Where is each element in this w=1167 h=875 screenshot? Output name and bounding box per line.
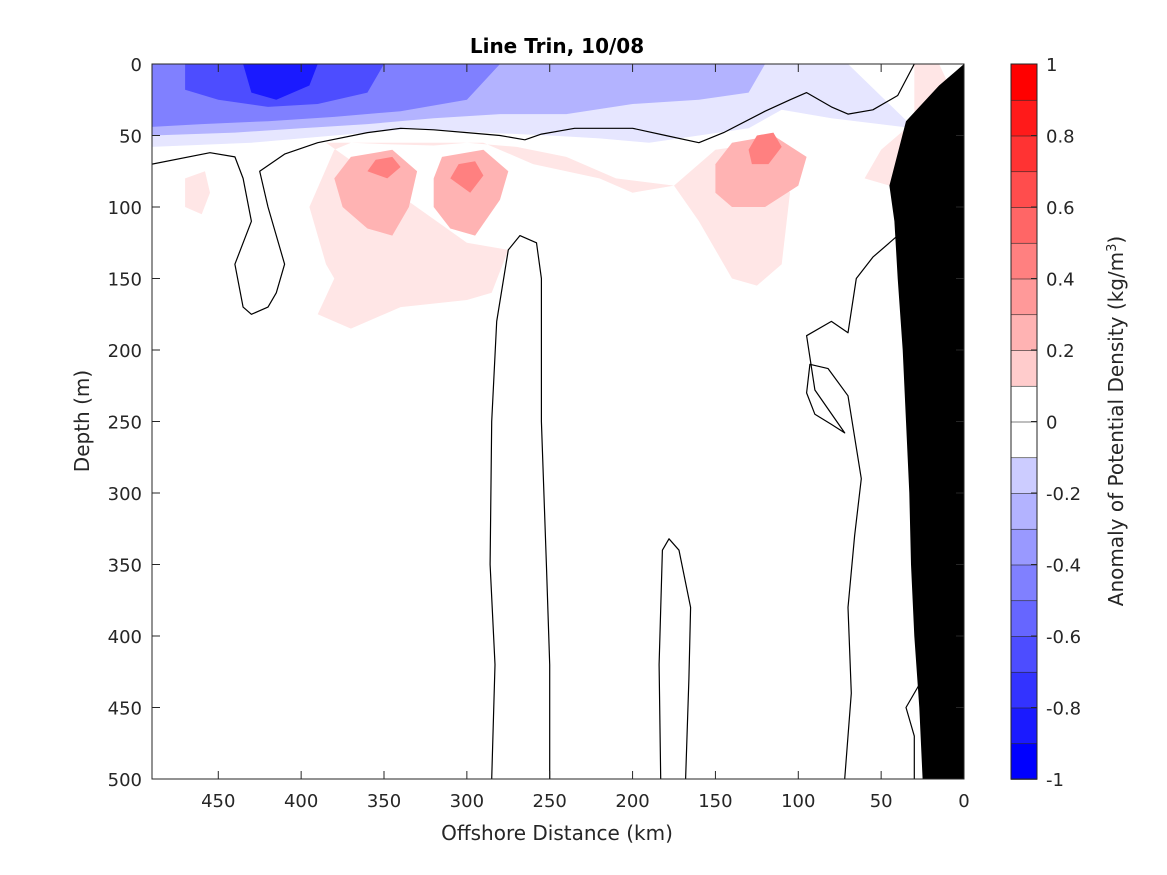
colorbar-band xyxy=(1010,349,1038,387)
y-axis-label: Depth (m) xyxy=(70,370,94,472)
y-tick-label: 450 xyxy=(108,699,142,720)
y-tick-label: 400 xyxy=(108,627,142,648)
colorbar-band xyxy=(1010,456,1038,494)
colorbar-band xyxy=(1010,170,1038,208)
x-tick-label: 350 xyxy=(367,791,401,812)
y-tick-label: 50 xyxy=(119,127,142,148)
colorbar-band xyxy=(1010,135,1038,173)
x-tick-label: 200 xyxy=(615,791,649,812)
x-tick-label: 450 xyxy=(201,791,235,812)
colorbar-tick-label: -0.6 xyxy=(1046,627,1081,648)
colorbar-band xyxy=(1010,63,1038,101)
x-tick-label: 100 xyxy=(781,791,815,812)
x-tick-label: 50 xyxy=(870,791,893,812)
colorbar-tick-label: -0.8 xyxy=(1046,699,1081,720)
contour-fill-positive-core-130 xyxy=(715,135,807,207)
y-axis: 0 50 100 150 200 250 300 350 400 450 500 xyxy=(108,55,964,791)
contour-fill-positive-core-300 xyxy=(433,149,509,236)
plot-area xyxy=(152,64,964,779)
colorbar-band xyxy=(1010,421,1038,459)
colorbar-band xyxy=(1010,99,1038,137)
colorbar-label-superscript: 3 xyxy=(1105,244,1120,252)
y-tick-label: 200 xyxy=(108,341,142,362)
x-axis: 450 400 350 300 250 200 150 100 50 0 xyxy=(201,64,970,812)
contour-fill-positive-peak-130 xyxy=(748,132,782,165)
colorbar-band xyxy=(1010,385,1038,423)
colorbar-band xyxy=(1010,528,1038,566)
colorbar-band xyxy=(1010,242,1038,280)
colorbar-band xyxy=(1010,313,1038,351)
colorbar-band xyxy=(1010,707,1038,745)
chart-title: Line Trin, 10/08 xyxy=(470,34,644,58)
x-tick-label: 300 xyxy=(450,791,484,812)
x-tick-label: 400 xyxy=(284,791,318,812)
colorbar-band xyxy=(1010,492,1038,530)
contour-fill-positive-lobe-far-west xyxy=(185,171,210,215)
colorbar-band xyxy=(1010,564,1038,602)
colorbar-label-suffix: ) xyxy=(1104,236,1128,244)
colorbar-tick-label: 1 xyxy=(1046,55,1057,76)
colorbar-tick-label: 0.8 xyxy=(1046,127,1075,148)
zero-contours xyxy=(152,64,948,779)
x-tick-label: 0 xyxy=(958,791,969,812)
zero-contour-surface xyxy=(152,64,915,315)
zero-contour-column-west xyxy=(489,235,551,779)
colorbar-label-main: Anomaly of Potential Density (kg/m xyxy=(1104,252,1128,606)
y-tick-label: 250 xyxy=(108,413,142,434)
contour-fill-surface-negative-core xyxy=(243,64,318,100)
bathymetry xyxy=(889,64,964,779)
colorbar-tick-label: -0.2 xyxy=(1046,484,1081,505)
y-tick-label: 350 xyxy=(108,556,142,577)
colorbar-band xyxy=(1010,278,1038,316)
colorbar-tick-label: 0.2 xyxy=(1046,341,1075,362)
colorbar-tick-label: -0.4 xyxy=(1046,556,1081,577)
y-tick-label: 500 xyxy=(108,770,142,791)
y-tick-label: 300 xyxy=(108,484,142,505)
colorbar-frame xyxy=(1010,63,1038,780)
zero-contour-shelf xyxy=(905,635,948,779)
colorbar-tick-label: -1 xyxy=(1046,770,1064,791)
colorbar-label: Anomaly of Potential Density (kg/m3) xyxy=(1104,236,1128,606)
zero-contour-nearshore xyxy=(805,232,948,779)
contour-fill-positive-lobe-west xyxy=(309,142,790,329)
contour-fill-positive-peak-350 xyxy=(367,156,401,179)
contour-fill-positive-peak-300 xyxy=(450,161,484,193)
colorbar-band xyxy=(1010,635,1038,673)
y-tick-label: 0 xyxy=(131,55,142,76)
y-tick-label: 100 xyxy=(108,198,142,219)
bathymetry-shelf xyxy=(889,64,964,779)
y-tick-label: 150 xyxy=(108,270,142,291)
colorbar-band xyxy=(1010,671,1038,709)
x-tick-label: 250 xyxy=(533,791,567,812)
colorbar-tick-label: 0.6 xyxy=(1046,198,1075,219)
colorbar-band xyxy=(1010,206,1038,244)
colorbar-band xyxy=(1010,742,1038,780)
contour-fill-positive-core-350 xyxy=(334,149,418,236)
colorbar-tick-label: 0 xyxy=(1046,413,1057,434)
colorbar-tick-label: 0.4 xyxy=(1046,270,1075,291)
x-axis-label: Offshore Distance (km) xyxy=(441,821,673,845)
filled-contours xyxy=(152,64,964,329)
zero-contour-column-middle xyxy=(658,538,692,779)
colorbar: 1 0.8 0.6 0.4 0.2 0 -0.2 -0.4 -0.6 -0.8 -1 xyxy=(1010,55,1081,791)
x-tick-label: 150 xyxy=(698,791,732,812)
colorbar-band xyxy=(1010,599,1038,637)
